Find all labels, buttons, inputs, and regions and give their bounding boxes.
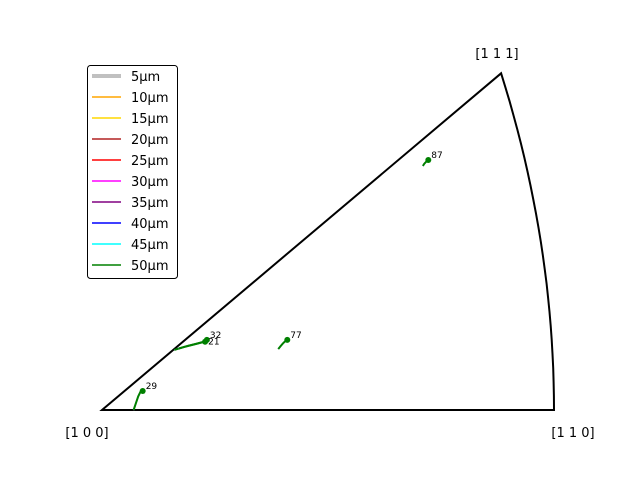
legend-label-8: 45µm [131,238,168,253]
grain-label-32: 32 [210,331,221,341]
corner-label-100: [1 0 0] [65,426,108,441]
grain-label-77: 77 [290,331,301,341]
legend-label-2: 15µm [131,112,168,127]
legend-label-0: 5µm [131,70,160,85]
legend-label-7: 40µm [131,217,168,232]
grain-32-end-point [203,336,210,343]
grain-29-end-point [139,388,146,394]
legend-label-9: 50µm [131,259,168,274]
standard-triangle [99,71,556,411]
grain-trajectories [132,157,432,411]
grain-87-end-point [425,157,432,163]
grain-label-29: 29 [146,382,158,392]
corner-labels: [1 0 0] [1 1 0] [1 1 1] [65,47,594,441]
legend-label-4: 25µm [131,154,168,169]
legend: 5µm 10µm 15µm 20µm 25µm 30µm 35µm 40µm 45µm 50µm [87,65,178,279]
legend-label-6: 35µm [131,196,168,211]
grain-label-87: 87 [431,151,442,161]
legend-label-3: 20µm [131,133,168,148]
grain-77-end-point [284,336,291,343]
legend-label-5: 30µm [131,175,168,190]
grain-29-series-9 [132,390,144,411]
grain-label-21: 21 [208,338,219,348]
corner-label-111: [1 1 1] [475,47,518,62]
triangle-outline [99,71,556,411]
legend-label-1: 10µm [131,91,168,106]
corner-label-110: [1 1 0] [551,426,594,441]
